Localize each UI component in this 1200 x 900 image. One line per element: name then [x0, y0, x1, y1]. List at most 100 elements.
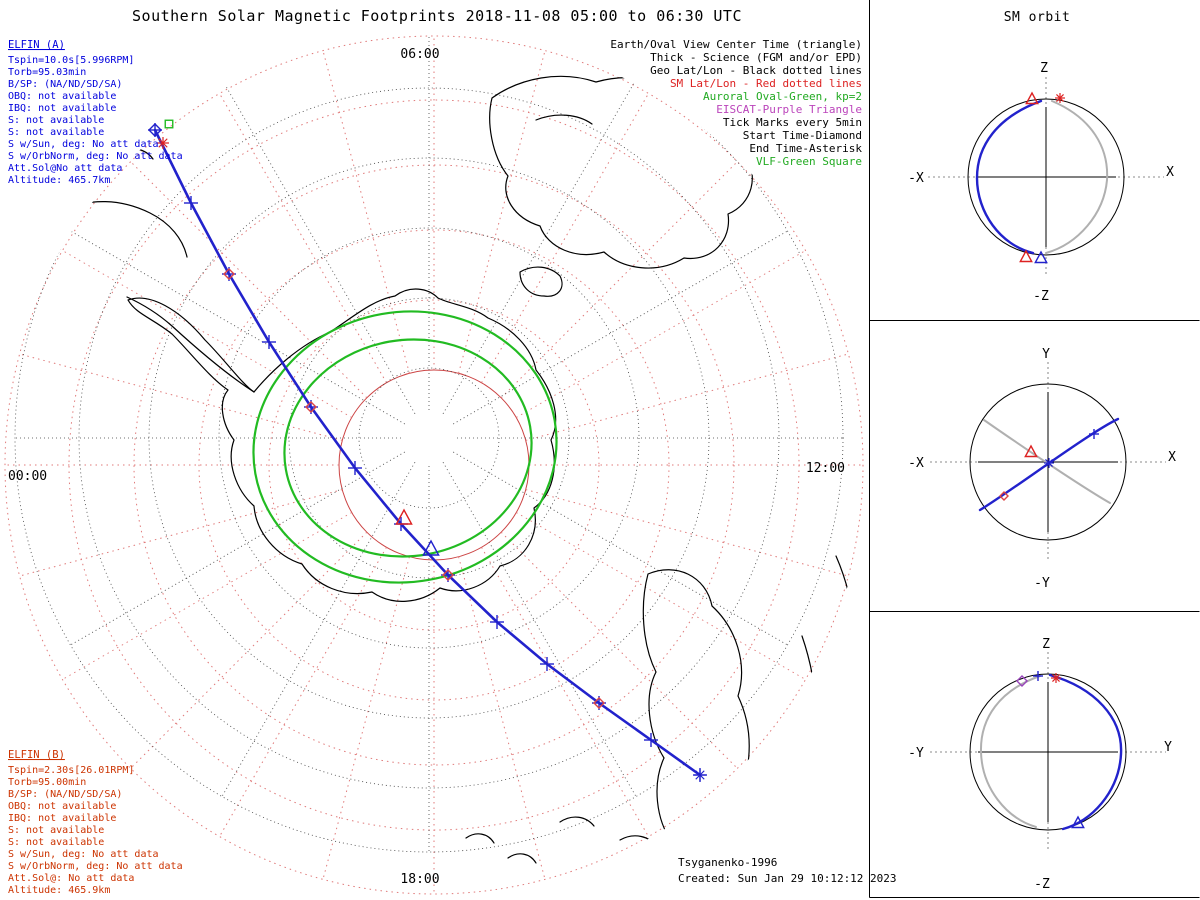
info-line: Torb=95.03min: [8, 67, 86, 78]
orbit-panel-xy-view: Y -Y -X X: [908, 347, 1176, 591]
sm-lat-circle: [133, 164, 735, 766]
axis-label-left: -X: [908, 456, 924, 471]
mlt-clock-labels: 06:00 12:00 18:00 00:00: [8, 47, 845, 887]
geo-lon-spoke: [453, 451, 788, 646]
axis-label-top: Z: [1042, 637, 1050, 652]
mlt-label-0600: 06:00: [400, 47, 439, 62]
info-line: B/SP: (NA/ND/SD/SA): [8, 79, 122, 90]
auroral-oval-rings: [252, 310, 558, 584]
mlt-label-0000: 00:00: [8, 469, 47, 484]
orbit-arc: [1048, 673, 1123, 831]
legend-line: Earth/Oval View Center Time (triangle): [610, 38, 862, 51]
plot-title: Southern Solar Magnetic Footprints 2018-…: [132, 7, 742, 25]
axis-label-bottom: -Z: [1033, 289, 1049, 304]
legend-line: Thick - Science (FGM and/or EPD): [650, 51, 862, 64]
legend-line: Start Time-Diamond: [743, 129, 862, 142]
geo-lon-spoke: [221, 79, 416, 414]
coastline-path: [559, 816, 595, 827]
coastline-path: [619, 835, 659, 849]
orbit-arc: [975, 99, 1043, 255]
sm-mlt-spoke: [500, 531, 738, 769]
axis-label-top: Z: [1040, 61, 1048, 76]
coastline-path: [465, 833, 495, 844]
sm-mlt-spoke: [481, 93, 649, 383]
antarctica-coastlines: [57, 75, 865, 896]
coastline-path: [126, 296, 255, 393]
orbit-panel-xz-view: Z -Z -X X: [908, 61, 1174, 304]
diamond-marker: [442, 569, 454, 581]
geo-lat-circle: [14, 34, 844, 853]
legend-line: Geo Lat/Lon - Black dotted lines: [650, 64, 862, 77]
info-line: S: not available: [8, 127, 104, 138]
diamond-marker: [305, 401, 317, 413]
triangle-marker: [1071, 815, 1085, 829]
model-credit: Tsyganenko-1996: [678, 856, 777, 869]
orbit-arc: [1045, 100, 1109, 254]
diamond-marker: [999, 491, 1009, 501]
legend-line: Auroral Oval-Green, kp=2: [703, 90, 862, 103]
legend-line: Tick Marks every 5min: [723, 116, 862, 129]
info-line: Altitude: 465.9km: [8, 885, 110, 896]
triangle-marker: [1025, 91, 1039, 105]
spacecraft-label: ELFIN (A): [8, 39, 65, 51]
mlt-label-1200: 12:00: [806, 461, 845, 476]
geo-lon-spoke: [453, 230, 788, 425]
info-line: S w/OrbNorm, deg: No att data: [8, 861, 183, 872]
coastline-path: [57, 201, 188, 258]
coastline-path: [519, 266, 563, 297]
sm-mlt-spoke: [500, 161, 738, 399]
legend-line: EISCAT-Purple Triangle: [716, 103, 862, 116]
diamond-marker: [223, 268, 235, 280]
info-line: IBQ: not available: [8, 813, 116, 824]
info-line: S w/OrbNorm, deg: No att data: [8, 151, 183, 162]
sm-mlt-spoke: [516, 250, 806, 418]
sm-mlt-spoke: [525, 353, 849, 441]
axis-label-top: Y: [1042, 347, 1050, 362]
earth-disk: [967, 98, 1125, 256]
satellite-footprint-track: [148, 119, 707, 782]
sm-inner-circle: [338, 369, 530, 561]
earth-disk: [969, 383, 1127, 541]
sm-mlt-spoke: [525, 489, 849, 577]
earth-disk: [969, 673, 1127, 831]
asterisk-marker: [1045, 459, 1053, 467]
sm-mlt-spoke: [19, 353, 343, 441]
info-line: OBQ: not available: [8, 801, 116, 812]
info-line: Tspin=2.30s[26.01RPM]: [8, 765, 134, 776]
sm-mlt-spoke: [219, 93, 387, 383]
legend-line: SM Lat/Lon - Red dotted lines: [670, 77, 862, 90]
info-line: S: not available: [8, 115, 104, 126]
sm-mlt-spoke: [219, 547, 387, 837]
spacecraft-label: ELFIN (B): [8, 749, 65, 761]
geo-lat-circle: [78, 87, 780, 789]
panel-frame-lines: [869, 0, 1200, 898]
axis-label-left: -X: [908, 171, 924, 186]
sm-mlt-spoke: [62, 250, 352, 418]
axis-label-left: -Y: [908, 746, 924, 761]
triangle-marker: [1019, 249, 1033, 263]
asterisk-marker: [1052, 674, 1060, 682]
sm-coordinate-grid: [4, 35, 864, 895]
geo-lat-circle: [218, 227, 640, 649]
axis-label-bottom: -Y: [1034, 576, 1050, 591]
sm-mlt-spoke: [130, 531, 368, 769]
diamond-marker: [148, 123, 162, 137]
axis-label-right: X: [1168, 450, 1176, 465]
info-line: Altitude: 465.7km: [8, 175, 110, 186]
mlt-label-1800: 18:00: [400, 872, 439, 887]
info-line: OBQ: not available: [8, 91, 116, 102]
orbit-panel-yz-view: Z -Z -Y Y: [908, 637, 1172, 892]
info-line: Att.Sol@: No att data: [8, 873, 134, 884]
diamond-marker: [593, 697, 605, 709]
sm-mlt-spoke: [322, 556, 410, 880]
info-line: S: not available: [8, 825, 104, 836]
info-line: B/SP: (NA/ND/SD/SA): [8, 789, 122, 800]
elfin-b-info-block: ELFIN (B) Tspin=2.30s[26.01RPM]Torb=95.00…: [8, 749, 183, 896]
triangle-marker: [395, 508, 413, 525]
orbit-arc: [979, 675, 1041, 828]
created-credit: Created: Sun Jan 29 10:12:12 2023: [678, 872, 897, 885]
sm-mlt-spoke: [130, 161, 368, 399]
coastline-path: [801, 635, 819, 801]
